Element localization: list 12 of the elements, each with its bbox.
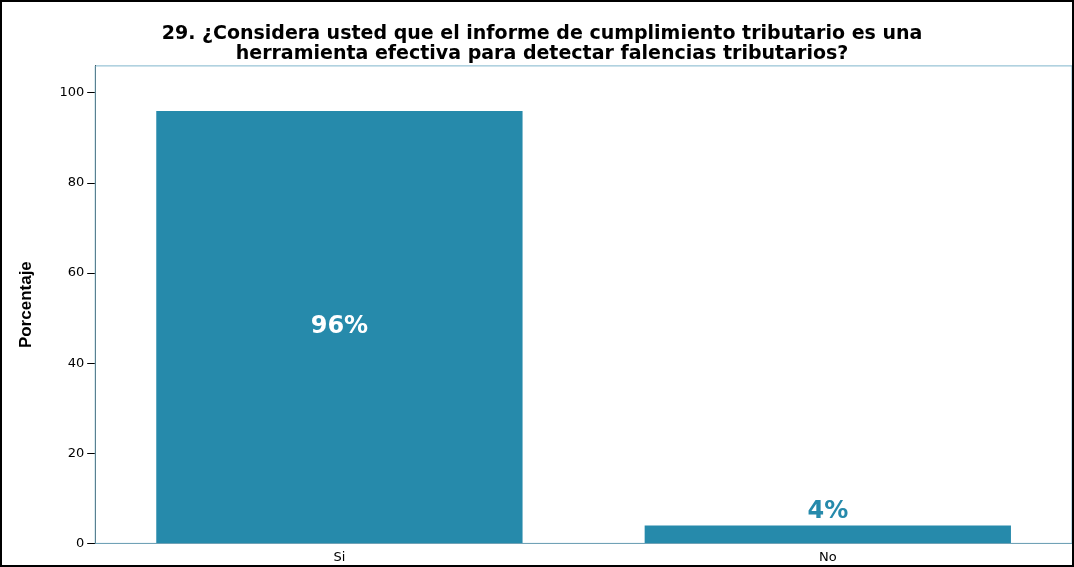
- y-tick-label: 0: [75, 534, 85, 550]
- y-tick-label: 100: [59, 84, 85, 100]
- y-tick-label: 80: [67, 174, 85, 190]
- x-tick-label: Si: [333, 548, 346, 564]
- y-axis-title: Porcentaje: [15, 261, 35, 349]
- text: 29. ¿Considera usted que el informe de cumplimiento tributario es una: [161, 20, 923, 43]
- data-label: 96%: [310, 311, 369, 340]
- x-tick-label: No: [818, 548, 837, 564]
- y-tick-label: 60: [67, 264, 85, 280]
- y-tick-label: 40: [67, 354, 85, 370]
- data-label: 4%: [807, 495, 849, 524]
- y-tick-label: 20: [67, 444, 85, 460]
